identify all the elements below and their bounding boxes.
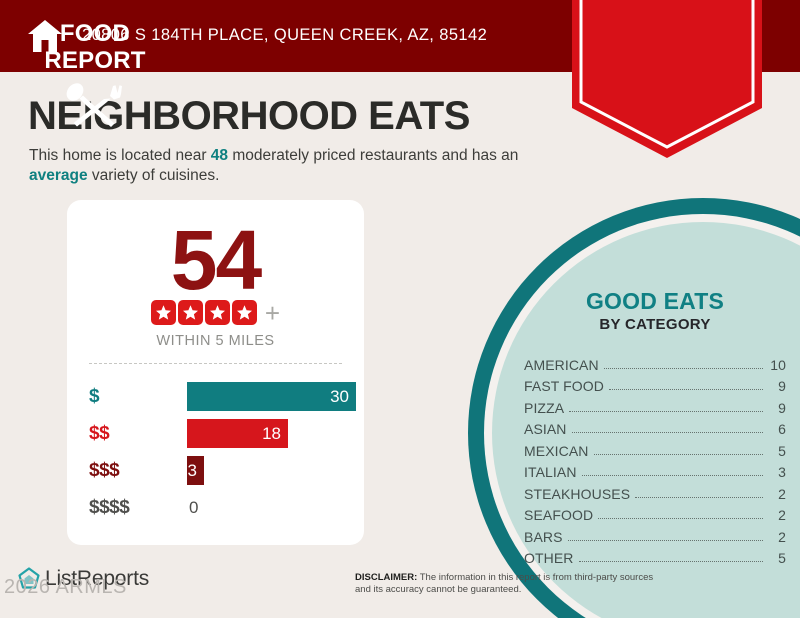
radius-label: WITHIN 5 MILES <box>156 333 275 349</box>
badge-title: FOOD REPORT <box>0 20 190 74</box>
leader-dots <box>578 561 763 562</box>
category-count: 10 <box>770 356 786 373</box>
price-level-row: $30 <box>89 378 364 415</box>
price-level-label: $$$ <box>89 459 120 481</box>
badge-line-2: REPORT <box>44 47 146 74</box>
category-row: BARS 2 <box>524 523 786 545</box>
food-report-badge <box>572 0 762 158</box>
listreports-logo[interactable]: ListReports <box>16 566 149 592</box>
good-eats-panel: GOOD EATS BY CATEGORY AMERICAN 10 FAST FOO… <box>524 288 786 566</box>
price-level-bar: 30 <box>187 382 356 411</box>
category-name: ASIAN <box>524 421 567 437</box>
spoon-fork-icon <box>66 83 122 127</box>
category-name: AMERICAN <box>524 356 599 373</box>
price-level-label: $ <box>89 385 100 407</box>
category-count: 2 <box>778 507 786 523</box>
category-count: 2 <box>778 485 786 502</box>
category-name: PIZZA <box>524 399 565 416</box>
category-name: ITALIAN <box>524 464 577 480</box>
category-name: BARS <box>524 528 563 545</box>
star-icon <box>231 300 257 325</box>
disclaimer: DISCLAIMER: The information in this repo… <box>355 572 665 596</box>
star-icon <box>177 300 203 325</box>
category-name: OTHER <box>524 550 574 566</box>
category-count: 5 <box>778 550 786 566</box>
category-count: 9 <box>778 399 786 416</box>
badge-line-1: FOOD <box>59 20 131 47</box>
category-row: PIZZA 9 <box>524 394 786 416</box>
subtitle-text-1: This home is located near <box>29 147 211 164</box>
category-list: AMERICAN 10 FAST FOOD 9 PIZZA 9 ASIAN 6 MEXICAN 5… <box>524 351 786 567</box>
leader-dots <box>635 496 763 498</box>
category-count: 9 <box>778 378 786 394</box>
category-row: OTHER 5 <box>524 545 786 566</box>
subtitle-variety-rating: average <box>29 167 88 184</box>
category-row: STEAKHOUSES 2 <box>524 480 786 502</box>
leader-dots <box>569 410 763 412</box>
leader-dots <box>598 518 763 519</box>
disclaimer-body: The information in this report is from t… <box>355 572 654 595</box>
category-count: 5 <box>778 442 786 459</box>
star-icon <box>204 300 230 325</box>
category-name: MEXICAN <box>524 442 589 459</box>
leader-dots <box>603 367 763 369</box>
leader-dots <box>593 453 763 455</box>
subtitle-restaurant-count: 48 <box>210 147 229 164</box>
price-level-label: $$ <box>89 422 110 444</box>
leader-dots <box>581 475 763 476</box>
property-address: 20806 S 184TH PLACE, QUEEN CREEK, AZ, 85… <box>82 26 488 44</box>
category-name: FAST FOOD <box>524 378 604 394</box>
subtitle-text-2: moderately priced restaurants and has an <box>228 147 519 164</box>
price-level-row: $$$$ 0 <box>89 489 364 526</box>
disclaimer-label: DISCLAIMER: <box>355 572 418 583</box>
page-subtitle: This home is located near 48 moderately … <box>29 146 559 186</box>
mls-watermark: 2026 ARMLS <box>4 576 127 598</box>
category-row: ASIAN 6 <box>524 416 786 437</box>
category-row: SEAFOOD 2 <box>524 502 786 523</box>
price-level-bar: 3 <box>187 456 204 485</box>
price-level-label: $$$$ <box>89 496 130 518</box>
leader-dots <box>571 432 763 433</box>
home-icon <box>28 20 62 52</box>
price-level-row: $$$ 3 <box>89 452 364 489</box>
category-row: ITALIAN 3 <box>524 459 786 480</box>
subtitle-text-3: variety of cuisines. <box>87 167 220 184</box>
good-eats-title: GOOD EATS <box>585 288 725 314</box>
house-pentagon-icon <box>18 567 40 589</box>
category-count: 3 <box>778 464 786 480</box>
food-score-value: 54 <box>170 213 262 307</box>
star-icon <box>150 300 176 325</box>
category-row: AMERICAN 10 <box>524 351 786 373</box>
star-plus-sign: + <box>264 297 281 328</box>
category-count: 6 <box>778 421 786 437</box>
price-level-bar: 18 <box>187 419 288 448</box>
logo-text: ListReports <box>45 567 150 590</box>
price-level-row: $$ 18 <box>89 415 364 452</box>
leader-dots <box>567 539 763 541</box>
good-eats-subtitle: BY CATEGORY <box>599 316 711 333</box>
leader-dots <box>609 389 763 390</box>
category-name: STEAKHOUSES <box>524 485 631 502</box>
price-level-value: 0 <box>189 497 199 517</box>
star-rating: + <box>67 297 364 328</box>
card-divider <box>89 363 342 364</box>
price-level-bar-chart: $30 $$ 18 $$$ 3 $$$$ 0 <box>89 378 364 526</box>
category-row: MEXICAN 5 <box>524 437 786 459</box>
category-count: 2 <box>778 528 786 545</box>
score-card: 54 + WITHIN 5 MILES $30 $$ 18 $$$ 3 $$$$ 0 <box>67 200 364 545</box>
category-row: FAST FOOD 9 <box>524 373 786 394</box>
category-name: SEAFOOD <box>524 507 594 523</box>
